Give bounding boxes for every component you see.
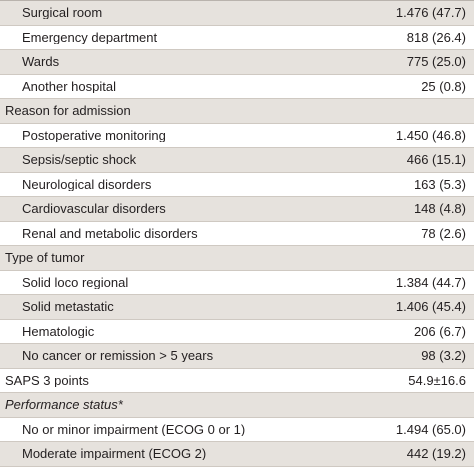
table-row-another-hospital: Another hospital 25 (0.8) [0, 74, 474, 99]
row-value: 148 (4.8) [413, 201, 466, 217]
row-label: Renal and metabolic disorders [22, 226, 198, 240]
table-row-no-cancer: No cancer or remission > 5 years 98 (3.2… [0, 344, 474, 369]
row-value: 818 (26.4) [406, 29, 466, 45]
table-row-wards: Wards 775 (25.0) [0, 50, 474, 75]
section-header-type-of-tumor: Type of tumor [0, 246, 474, 271]
row-label: Moderate impairment (ECOG 2) [22, 447, 207, 461]
row-label: Wards [22, 55, 60, 69]
table-row-sepsis-septic-shock: Sepsis/septic shock 466 (15.1) [0, 148, 474, 173]
table-row-cardiovascular-disorders: Cardiovascular disorders 148 (4.8) [0, 197, 474, 222]
table-row-no-minor-impairment: No or minor impairment (ECOG 0 or 1) 1.4… [0, 417, 474, 442]
row-value: 442 (19.2) [406, 446, 466, 462]
row-value: 1.476 (47.7) [395, 5, 466, 21]
row-label: Hematologic [22, 324, 95, 338]
row-label: Neurological disorders [22, 177, 152, 191]
row-label: Cardiovascular disorders [22, 202, 166, 216]
row-value: 775 (25.0) [406, 54, 466, 70]
section-header-performance-status: Performance status* [0, 393, 474, 418]
table-row-moderate-impairment: Moderate impairment (ECOG 2) 442 (19.2) [0, 442, 474, 467]
row-label: Solid metastatic [22, 300, 114, 314]
section-label: Reason for admission [5, 104, 131, 118]
table-row-emergency-department: Emergency department 818 (26.4) [0, 25, 474, 50]
row-value: 1.450 (46.8) [395, 127, 466, 143]
table-row-hematologic: Hematologic 206 (6.7) [0, 319, 474, 344]
table-row-surgical-room: Surgical room 1.476 (47.7) [0, 1, 474, 26]
section-header-reason-for-admission: Reason for admission [0, 99, 474, 124]
row-label: Emergency department [22, 30, 158, 44]
row-label: Solid loco regional [22, 275, 129, 289]
row-label: Surgical room [22, 6, 103, 20]
row-label: No or minor impairment (ECOG 0 or 1) [22, 422, 246, 436]
row-label: Sepsis/septic shock [22, 153, 137, 167]
table-row-solid-metastatic: Solid metastatic 1.406 (45.4) [0, 295, 474, 320]
row-value: 163 (5.3) [413, 176, 466, 192]
row-value: 25 (0.8) [421, 78, 466, 94]
row-value: 78 (2.6) [421, 225, 466, 241]
table-row-solid-loco-regional: Solid loco regional 1.384 (44.7) [0, 270, 474, 295]
row-label: No cancer or remission > 5 years [22, 349, 214, 363]
row-label: Another hospital [22, 79, 116, 93]
row-value: 206 (6.7) [413, 323, 466, 339]
table-row-neurological-disorders: Neurological disorders 163 (5.3) [0, 172, 474, 197]
section-label: Performance status* [5, 398, 123, 412]
row-value: 1.384 (44.7) [395, 274, 466, 290]
row-value: 1.494 (65.0) [395, 421, 466, 437]
table-row-renal-metabolic-disorders: Renal and metabolic disorders 78 (2.6) [0, 221, 474, 246]
section-label: Type of tumor [5, 251, 85, 265]
row-value: 1.406 (45.4) [395, 299, 466, 315]
row-label: SAPS 3 points [5, 373, 89, 387]
row-label: Postoperative monitoring [22, 128, 166, 142]
row-value: 54.9±16.6 [408, 372, 466, 388]
row-value: 466 (15.1) [406, 152, 466, 168]
table-row-postoperative-monitoring: Postoperative monitoring 1.450 (46.8) [0, 123, 474, 148]
table-row-saps3-points: SAPS 3 points 54.9±16.6 [0, 368, 474, 393]
row-value: 98 (3.2) [421, 348, 466, 364]
